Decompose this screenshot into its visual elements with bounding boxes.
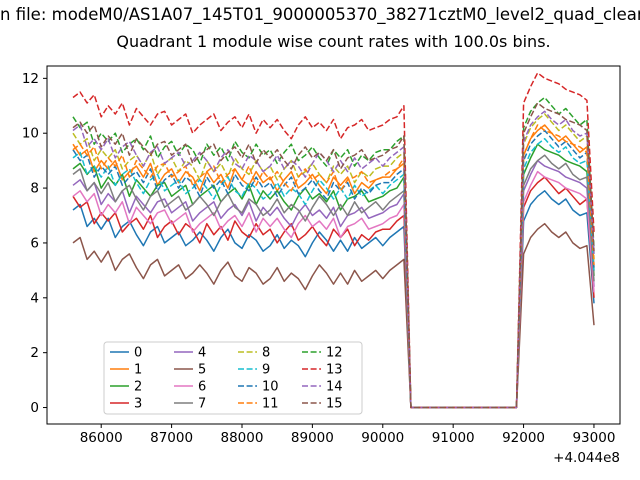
x-tick-label: 93000	[572, 430, 615, 446]
figure-title: n file: modeM0/AS1A07_145T01_9000005370_…	[0, 5, 640, 24]
axes: 86000 87000 88000 89000 90000 91000 92000 93000…	[22, 65, 621, 466]
legend-label-8: 8	[262, 346, 270, 361]
y-tick-label: 4	[30, 290, 39, 306]
series-line-10	[72, 129, 595, 409]
legend-label-3: 3	[134, 397, 142, 412]
plot-border	[46, 65, 621, 425]
x-tick-label: 86000	[80, 430, 123, 446]
series-line-7	[72, 154, 595, 409]
series-line-14	[72, 110, 595, 409]
legend-label-14: 14	[326, 380, 343, 395]
legend-label-10: 10	[262, 380, 279, 395]
y-tick-label: 10	[22, 126, 39, 142]
legend-label-1: 1	[134, 363, 142, 378]
y-tick-label: 2	[30, 345, 39, 361]
y-tick-label: 0	[30, 400, 39, 416]
x-tick-label: 89000	[291, 430, 334, 446]
legend-box	[103, 341, 363, 415]
y-tick-label: 6	[30, 235, 39, 251]
legend-label-9: 9	[262, 363, 270, 378]
x-tick-label: 91000	[432, 430, 475, 446]
legend-label-2: 2	[134, 380, 142, 395]
x-axis-offset-label: +4.044e8	[553, 450, 620, 466]
series-lines	[72, 72, 595, 409]
legend-label-11: 11	[262, 397, 279, 412]
legend-label-12: 12	[326, 346, 343, 361]
legend-label-5: 5	[198, 363, 206, 378]
x-tick-label: 88000	[221, 430, 264, 446]
legend-label-6: 6	[198, 380, 206, 395]
series-line-5	[72, 222, 595, 409]
x-tick-label: 92000	[502, 430, 545, 446]
legend-label-4: 4	[198, 346, 206, 361]
y-tick-label: 12	[22, 71, 39, 87]
legend-label-15: 15	[326, 397, 343, 412]
y-tick-label: 8	[30, 181, 39, 197]
axes-title: Quadrant 1 module wise count rates with …	[116, 32, 551, 51]
legend-label-7: 7	[198, 397, 206, 412]
legend-label-13: 13	[326, 363, 343, 378]
x-tick-label: 87000	[150, 430, 193, 446]
legend-label-0: 0	[134, 346, 142, 361]
series-line-9	[72, 137, 595, 409]
x-tick-label: 90000	[361, 430, 404, 446]
